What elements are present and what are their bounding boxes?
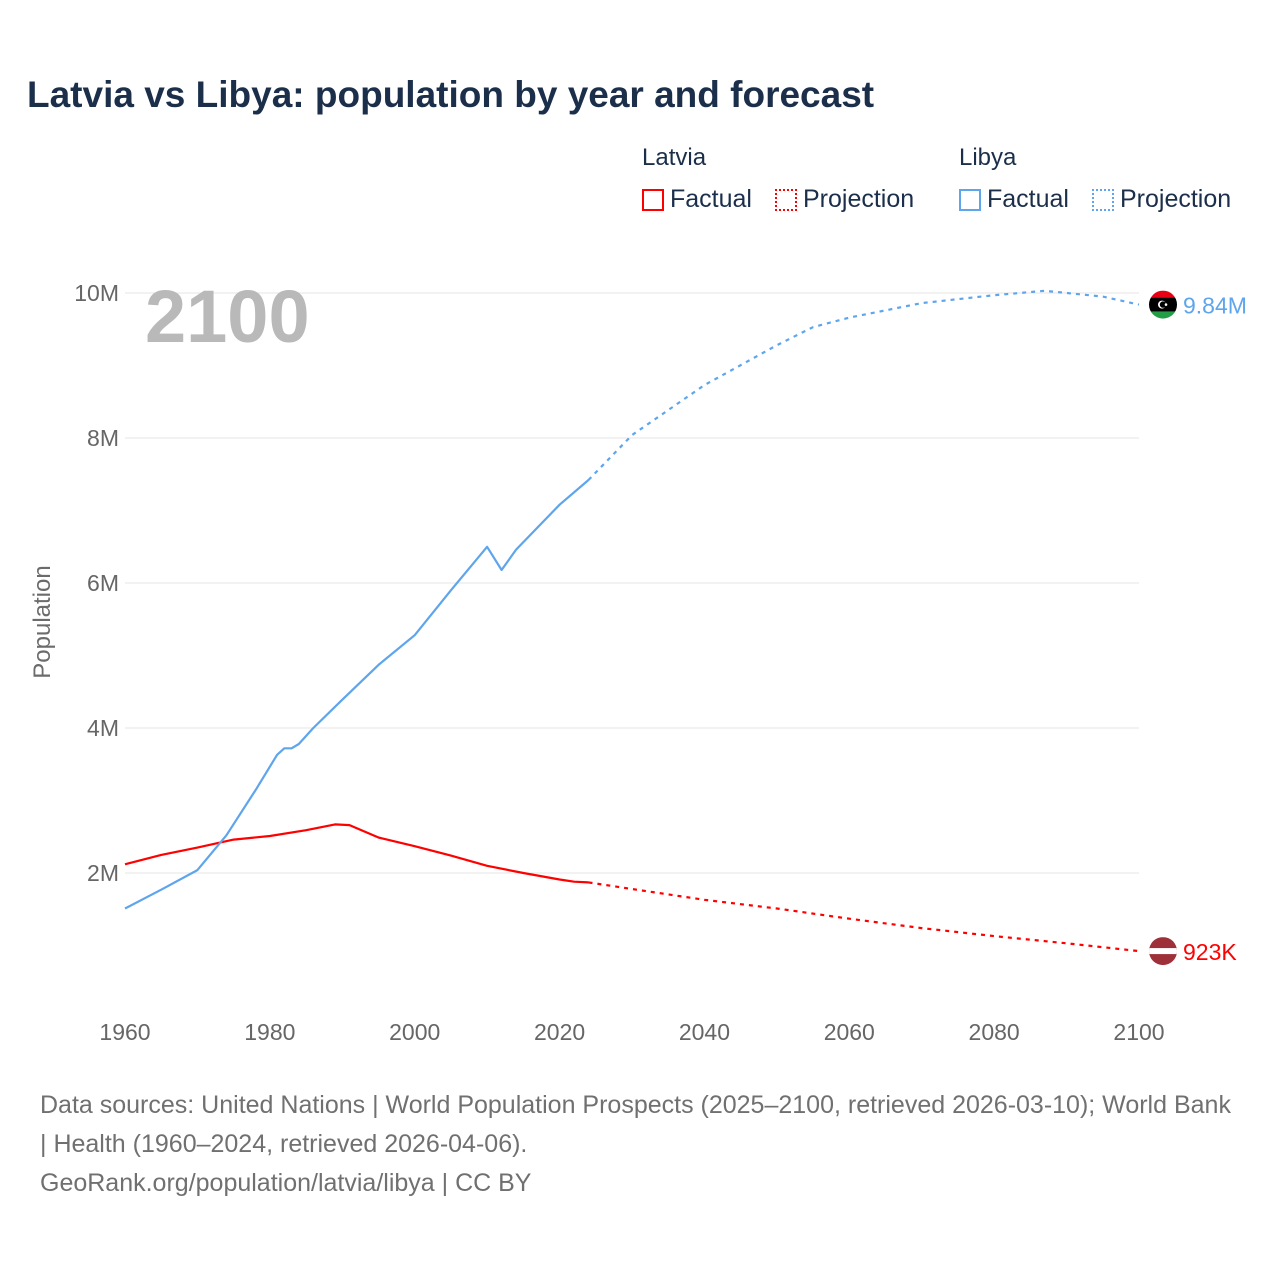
- x-tick-label: 2060: [824, 1019, 875, 1045]
- legend-swatch: [959, 188, 981, 211]
- y-tick-label: 8M: [87, 425, 119, 451]
- legend-latvia-projection[interactable]: Projection: [775, 185, 914, 214]
- legend-swatch: [775, 188, 797, 211]
- x-tick-label: 2100: [1113, 1019, 1164, 1045]
- credit-link[interactable]: GeoRank.org/population/latvia/libya | CC…: [40, 1169, 532, 1197]
- y-tick-label: 2M: [87, 860, 119, 886]
- legend-swatch: [1092, 188, 1114, 211]
- flag-libya-icon: [1149, 290, 1177, 319]
- line-libya-projection: [587, 289, 1140, 481]
- line-latvia-factual: [124, 823, 589, 884]
- footer: Data sources: United Nations | World Pop…: [40, 1086, 1240, 1203]
- y-axis-label: Population: [29, 565, 56, 678]
- legend-libya-projection[interactable]: Projection: [1092, 185, 1231, 214]
- x-tick-label: 2040: [679, 1019, 730, 1045]
- y-tick-label: 6M: [87, 570, 119, 596]
- y-tick-label: 4M: [87, 715, 119, 741]
- legend-swatch: [642, 188, 664, 211]
- legend-latvia-factual[interactable]: Factual: [642, 185, 752, 214]
- flag-stripe: [1149, 311, 1177, 319]
- end-label-latvia: 923K: [1183, 939, 1237, 965]
- legend-label: Factual: [670, 185, 752, 213]
- flag-stripe: [1149, 948, 1177, 955]
- year-watermark: 2100: [145, 275, 310, 358]
- end-label-libya: 9.84M: [1183, 293, 1247, 319]
- x-tick-label: 1960: [99, 1019, 150, 1045]
- legend-label: Factual: [987, 185, 1069, 213]
- line-latvia-projection: [588, 881, 1140, 953]
- flag-body: [1149, 937, 1177, 966]
- flag-latvia-icon: [1149, 937, 1177, 966]
- legend-group-libya: Libya: [959, 144, 1017, 171]
- star: [1164, 303, 1168, 306]
- line-libya-factual: [124, 479, 590, 910]
- legend-group-latvia: Latvia: [642, 144, 707, 171]
- flag-stripe: [1149, 290, 1177, 298]
- legend-label: Projection: [1120, 185, 1232, 213]
- legend-label: Projection: [803, 185, 915, 213]
- x-tick-label: 2020: [534, 1019, 585, 1045]
- x-tick-label: 1980: [244, 1019, 295, 1045]
- y-tick-label: 10M: [74, 280, 119, 306]
- legend-libya-factual[interactable]: Factual: [959, 185, 1069, 214]
- x-tick-label: 2080: [969, 1019, 1020, 1045]
- chart-title: Latvia vs Libya: population by year and …: [27, 74, 875, 115]
- crescent-cut: [1159, 301, 1167, 308]
- data-sources: Data sources: United Nations | World Pop…: [40, 1091, 1231, 1158]
- x-tick-label: 2000: [389, 1019, 440, 1045]
- flag-body: [1149, 290, 1177, 319]
- plot-area: 2M 4M 6M 8M 10M 1960 1980 2000 2020 2040 2060 2080 2…: [29, 275, 1247, 1045]
